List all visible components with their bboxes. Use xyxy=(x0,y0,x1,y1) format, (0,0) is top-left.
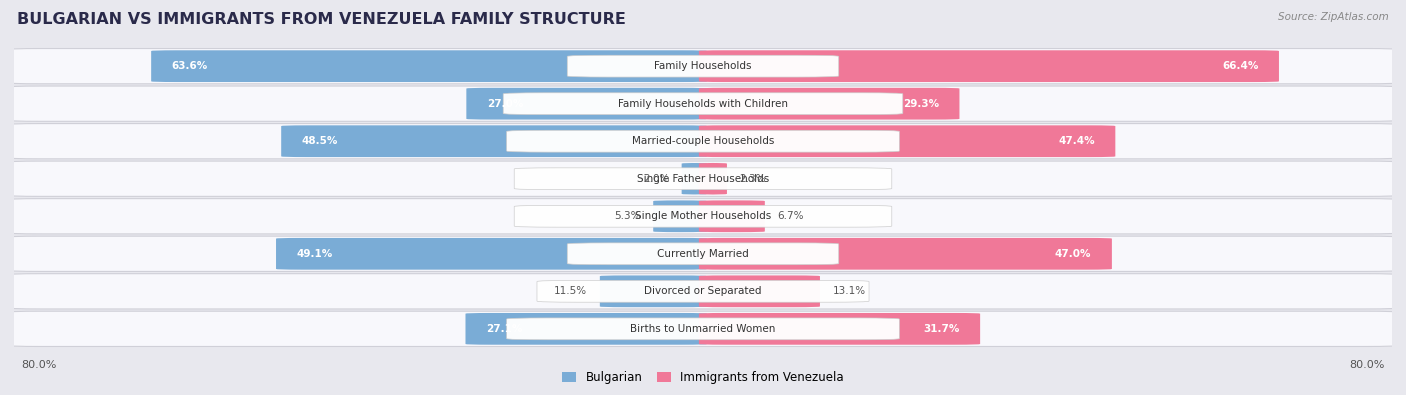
FancyBboxPatch shape xyxy=(467,88,707,120)
FancyBboxPatch shape xyxy=(515,205,891,227)
FancyBboxPatch shape xyxy=(7,49,1399,84)
Text: 2.3%: 2.3% xyxy=(740,174,766,184)
Text: 27.0%: 27.0% xyxy=(486,99,523,109)
FancyBboxPatch shape xyxy=(7,199,1399,234)
Text: Currently Married: Currently Married xyxy=(657,249,749,259)
Text: 27.1%: 27.1% xyxy=(486,324,523,334)
FancyBboxPatch shape xyxy=(699,313,980,345)
Text: 29.3%: 29.3% xyxy=(903,99,939,109)
FancyBboxPatch shape xyxy=(7,161,1399,196)
Text: 5.3%: 5.3% xyxy=(614,211,641,221)
Text: 48.5%: 48.5% xyxy=(302,136,339,146)
Text: 80.0%: 80.0% xyxy=(21,359,56,370)
Text: 2.0%: 2.0% xyxy=(643,174,669,184)
Text: Family Households with Children: Family Households with Children xyxy=(619,99,787,109)
FancyBboxPatch shape xyxy=(7,124,1399,159)
Text: 13.1%: 13.1% xyxy=(832,286,866,296)
FancyBboxPatch shape xyxy=(281,125,707,157)
Text: 47.0%: 47.0% xyxy=(1054,249,1091,259)
FancyBboxPatch shape xyxy=(699,163,727,195)
FancyBboxPatch shape xyxy=(699,238,1112,270)
Text: 47.4%: 47.4% xyxy=(1059,136,1095,146)
FancyBboxPatch shape xyxy=(503,93,903,115)
Text: 80.0%: 80.0% xyxy=(1350,359,1385,370)
FancyBboxPatch shape xyxy=(276,238,707,270)
FancyBboxPatch shape xyxy=(682,163,707,195)
FancyBboxPatch shape xyxy=(152,50,707,82)
FancyBboxPatch shape xyxy=(699,50,1279,82)
Text: Married-couple Households: Married-couple Households xyxy=(631,136,775,146)
Text: Single Father Households: Single Father Households xyxy=(637,174,769,184)
FancyBboxPatch shape xyxy=(654,200,707,232)
FancyBboxPatch shape xyxy=(699,88,959,120)
FancyBboxPatch shape xyxy=(699,125,1115,157)
Text: Family Households: Family Households xyxy=(654,61,752,71)
Text: Divorced or Separated: Divorced or Separated xyxy=(644,286,762,296)
FancyBboxPatch shape xyxy=(7,274,1399,309)
FancyBboxPatch shape xyxy=(699,275,820,307)
Text: 63.6%: 63.6% xyxy=(172,61,208,71)
Text: Single Mother Households: Single Mother Households xyxy=(636,211,770,221)
FancyBboxPatch shape xyxy=(537,280,869,302)
Text: Source: ZipAtlas.com: Source: ZipAtlas.com xyxy=(1278,12,1389,22)
Text: BULGARIAN VS IMMIGRANTS FROM VENEZUELA FAMILY STRUCTURE: BULGARIAN VS IMMIGRANTS FROM VENEZUELA F… xyxy=(17,12,626,27)
FancyBboxPatch shape xyxy=(699,200,765,232)
FancyBboxPatch shape xyxy=(465,313,707,345)
Text: 11.5%: 11.5% xyxy=(554,286,588,296)
FancyBboxPatch shape xyxy=(506,318,900,340)
FancyBboxPatch shape xyxy=(567,55,839,77)
Legend: Bulgarian, Immigrants from Venezuela: Bulgarian, Immigrants from Venezuela xyxy=(562,371,844,384)
FancyBboxPatch shape xyxy=(7,311,1399,346)
Text: 31.7%: 31.7% xyxy=(924,324,959,334)
FancyBboxPatch shape xyxy=(567,243,839,265)
FancyBboxPatch shape xyxy=(600,275,707,307)
Text: 49.1%: 49.1% xyxy=(297,249,333,259)
Text: Births to Unmarried Women: Births to Unmarried Women xyxy=(630,324,776,334)
FancyBboxPatch shape xyxy=(7,86,1399,121)
FancyBboxPatch shape xyxy=(515,168,891,190)
Text: 6.7%: 6.7% xyxy=(778,211,804,221)
FancyBboxPatch shape xyxy=(7,236,1399,271)
FancyBboxPatch shape xyxy=(506,130,900,152)
Text: 66.4%: 66.4% xyxy=(1222,61,1258,71)
